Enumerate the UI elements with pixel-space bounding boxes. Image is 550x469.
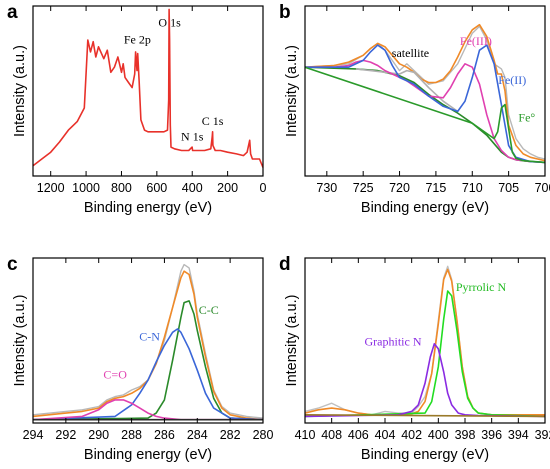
peak-annotation: C=O bbox=[103, 367, 127, 381]
x-axis-label: Binding energy (eV) bbox=[361, 447, 489, 463]
x-tick-label: 398 bbox=[455, 428, 476, 442]
plot-frame bbox=[32, 5, 264, 177]
x-tick-label: 700 bbox=[535, 181, 550, 195]
peak-annotation: N 1s bbox=[181, 129, 204, 143]
x-tick-label: 402 bbox=[401, 428, 422, 442]
panel-label: a bbox=[7, 2, 18, 23]
series-line-raw bbox=[304, 265, 546, 418]
x-tick-label: 280 bbox=[253, 428, 274, 442]
series-line-c-n bbox=[32, 328, 264, 421]
panel-b: b 730 725 720 715 710 705 700 Binding energy (eV… bbox=[279, 2, 550, 216]
x-tick-label: 800 bbox=[111, 181, 132, 195]
panel-label: c bbox=[7, 254, 18, 275]
x-tick-label: 1200 bbox=[37, 181, 65, 195]
x-tick-label: 400 bbox=[428, 428, 449, 442]
peak-annotation: satellite bbox=[392, 46, 429, 60]
x-tick-label: 400 bbox=[182, 181, 203, 195]
x-tick-label: 294 bbox=[23, 428, 44, 442]
panel-d: d 410 408 406 404 402 400 398 396 394 392 Binding e… bbox=[279, 254, 550, 463]
y-axis-label: Intensity (a.u.) bbox=[284, 295, 300, 387]
series-line-c-c bbox=[32, 300, 264, 421]
x-tick-label: 286 bbox=[154, 428, 175, 442]
x-tick-label: 710 bbox=[462, 181, 483, 195]
x-axis-label: Binding energy (eV) bbox=[84, 200, 212, 216]
x-tick-label: 600 bbox=[146, 181, 167, 195]
series-line-pyrrolic-n bbox=[304, 290, 546, 418]
plot-frame bbox=[32, 257, 264, 424]
y-axis-label: Intensity (a.u.) bbox=[12, 45, 28, 137]
x-tick-label: 1000 bbox=[72, 181, 100, 195]
series-line-fit bbox=[304, 268, 545, 416]
x-tick-label: 200 bbox=[217, 181, 238, 195]
y-axis-label: Intensity (a.u.) bbox=[12, 295, 28, 387]
plot-frame bbox=[304, 5, 546, 177]
panel-c: c 294 292 290 288 286 284 282 280 Binding energy … bbox=[7, 254, 273, 463]
peak-annotation: C 1s bbox=[202, 114, 224, 128]
x-axis-label: Binding energy (eV) bbox=[84, 447, 212, 463]
series-line-fe-ii- bbox=[305, 44, 546, 164]
plot-frame bbox=[304, 257, 546, 424]
panel-a: a 1200 1000 800 600 400 200 0 Binding energy (eV… bbox=[7, 2, 267, 216]
x-tick-label: 715 bbox=[425, 181, 446, 195]
peak-annotation: Fe 2p bbox=[124, 32, 151, 46]
x-tick-label: 0 bbox=[260, 181, 267, 195]
x-tick-label: 725 bbox=[353, 181, 374, 195]
peak-annotation: Graphitic N bbox=[365, 334, 422, 348]
series-line-0 bbox=[32, 8, 264, 168]
x-tick-label: 408 bbox=[321, 428, 342, 442]
peak-annotation: Fe° bbox=[518, 111, 535, 125]
series-line-graphitic-n bbox=[304, 342, 546, 418]
series-line-background bbox=[304, 414, 546, 418]
x-tick-label: 410 bbox=[295, 428, 316, 442]
series-line-fe-iii- bbox=[305, 59, 546, 164]
x-tick-label: 406 bbox=[348, 428, 369, 442]
peak-annotation: O 1s bbox=[158, 15, 181, 29]
x-tick-label: 288 bbox=[121, 428, 142, 442]
x-tick-label: 290 bbox=[88, 428, 109, 442]
x-tick-label: 292 bbox=[55, 428, 76, 442]
peak-annotation: C-N bbox=[139, 330, 160, 344]
x-tick-label: 730 bbox=[316, 181, 337, 195]
x-tick-label: 392 bbox=[535, 428, 550, 442]
series-line-fe0 bbox=[304, 66, 546, 164]
peak-annotation: Pyrrolic N bbox=[456, 280, 507, 294]
x-axis-label: Binding energy (eV) bbox=[361, 200, 489, 216]
y-axis-label: Intensity (a.u.) bbox=[284, 45, 300, 137]
x-tick-label: 720 bbox=[389, 181, 410, 195]
peak-annotation: Fe(II) bbox=[498, 73, 526, 87]
x-tick-label: 284 bbox=[187, 428, 208, 442]
series-line-fit bbox=[32, 270, 264, 421]
panel-label: d bbox=[279, 254, 291, 275]
x-tick-label: 404 bbox=[375, 428, 396, 442]
x-tick-label: 282 bbox=[220, 428, 241, 442]
peak-annotation: C-C bbox=[199, 303, 219, 317]
panel-label: b bbox=[279, 2, 291, 23]
x-tick-label: 396 bbox=[481, 428, 502, 442]
x-tick-label: 394 bbox=[508, 428, 529, 442]
x-tick-label: 705 bbox=[498, 181, 519, 195]
peak-annotation: Fe(III) bbox=[460, 34, 492, 48]
